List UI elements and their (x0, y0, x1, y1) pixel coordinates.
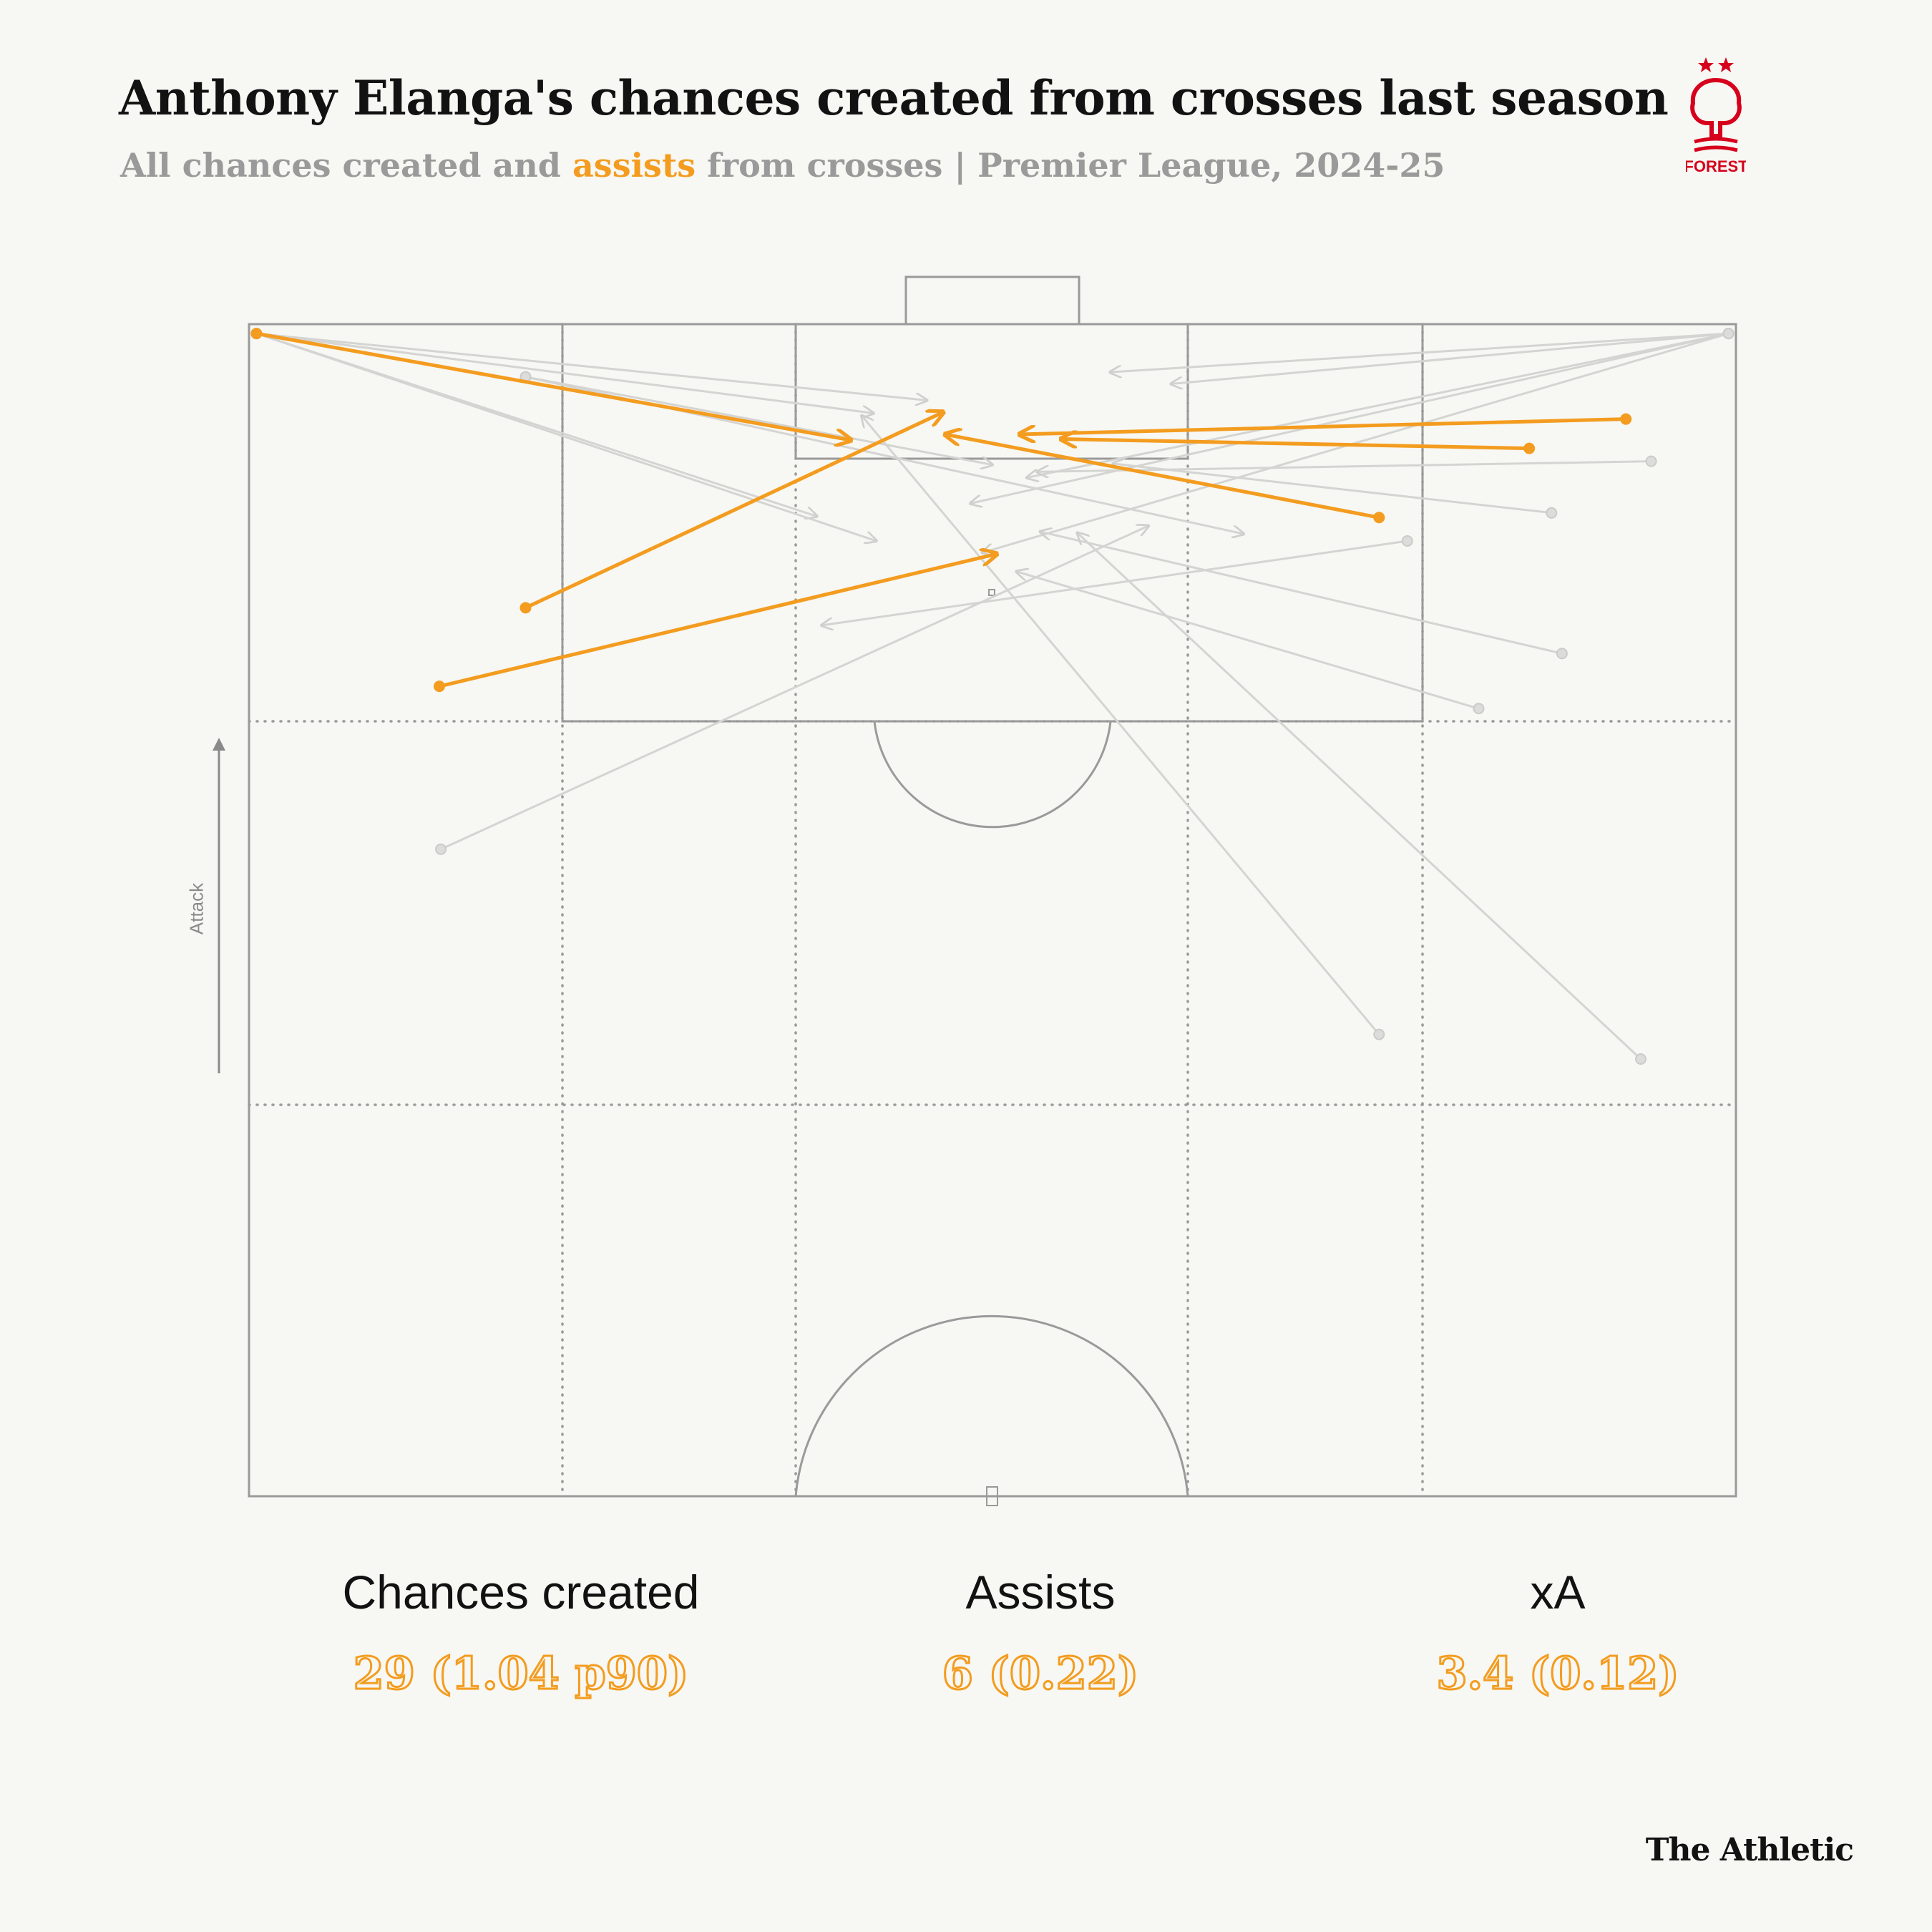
chance-pass-line (821, 540, 1407, 625)
chance-pass-line (1027, 332, 1729, 477)
chance-pass-line (525, 376, 992, 465)
chart-subtitle: All chances created and assists from cro… (120, 140, 1623, 190)
assist-pass-line (1019, 417, 1626, 434)
pitch-outline (248, 323, 1737, 1498)
zone-grid (248, 323, 1737, 1498)
assist-origin-point (519, 602, 532, 614)
stat-chances-created: Chances created 29 (1.04 p90) (270, 1560, 771, 1713)
chance-pass-line (440, 526, 1148, 851)
centre-spot (986, 1486, 998, 1506)
subtitle-assists-highlight: assists (572, 146, 696, 185)
chance-pass-line (1113, 464, 1552, 514)
chance-origin-point (1546, 507, 1558, 519)
chance-pass-line (1077, 533, 1642, 1060)
chance-pass-line (1110, 332, 1729, 372)
chance-origin-point (1373, 1028, 1385, 1040)
chance-pass-line (970, 332, 1729, 504)
assist-passes (250, 328, 1632, 693)
pitch-lines (248, 275, 1737, 1506)
assist-origin-point (1620, 413, 1632, 425)
stat-value: 3.4 (0.12) (1435, 1646, 1680, 1701)
forest-crest-logo: FOREST (1686, 57, 1746, 175)
assist-pass-line (439, 554, 997, 688)
chance-pass-line (256, 332, 873, 413)
chance-origin-point (1722, 328, 1735, 340)
assist-origin-point (1523, 442, 1536, 454)
penalty-box (561, 323, 1424, 723)
chance-origin-point (435, 843, 447, 855)
crest-text: FOREST (1686, 157, 1746, 175)
chance-pass-line (982, 332, 1729, 552)
chance-pass-line (256, 332, 927, 400)
chance-pass-line (1040, 532, 1563, 655)
goal (904, 275, 1080, 326)
the-athletic-logo: The Athletic (1645, 1832, 1854, 1868)
stat-value: 29 (1.04 p90) (352, 1646, 690, 1701)
penalty-spot (988, 589, 995, 596)
assist-origin-point (1373, 512, 1385, 524)
subtitle-text-end: from crosses | Premier League, 2024-25 (696, 146, 1445, 185)
stat-assists: Assists 6 (0.22) (790, 1560, 1291, 1713)
assist-pass-line (1061, 439, 1530, 451)
stat-label: Assists (965, 1566, 1116, 1619)
stat-label: xA (1530, 1566, 1586, 1619)
crest-tree (1690, 77, 1742, 138)
chance-pass-line (862, 416, 1380, 1035)
attack-label: Attack (185, 882, 208, 935)
chance-origin-point (1635, 1053, 1647, 1065)
subtitle-text: All chances created and (120, 146, 572, 185)
chance-pass-line (1016, 572, 1479, 710)
assist-pass-line (945, 434, 1380, 519)
chance-origin-point (1473, 703, 1485, 715)
chance-origin-point (1645, 455, 1657, 467)
stat-value: 6 (0.22) (941, 1646, 1139, 1701)
crest-star-right (1718, 57, 1734, 72)
assist-origin-point (433, 680, 445, 693)
stat-xa: xA 3.4 (0.12) (1307, 1560, 1808, 1713)
chance-passes (250, 328, 1735, 1065)
assist-pass-line (255, 331, 851, 440)
penalty-arc (873, 721, 1112, 829)
assist-pass-line (525, 412, 944, 610)
assist-origin-point (250, 328, 263, 340)
chance-pass-line (255, 332, 877, 541)
chance-origin-point (1401, 535, 1413, 547)
centre-circle (794, 1314, 1189, 1497)
chance-pass-line (1171, 332, 1729, 384)
chart-title: Anthony Elanga's chances created from cr… (119, 70, 1669, 126)
stat-label: Chances created (342, 1566, 700, 1619)
crest-star-left (1698, 57, 1714, 72)
chance-origin-point (1556, 648, 1568, 660)
